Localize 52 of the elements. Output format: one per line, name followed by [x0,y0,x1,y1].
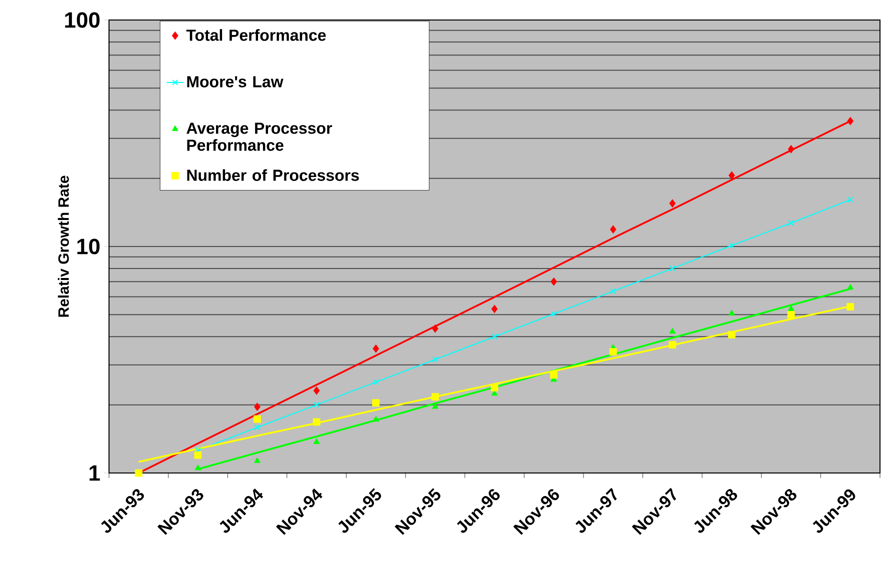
y-tick-label: 100 [65,12,100,28]
point [432,403,438,409]
point [728,330,736,338]
point [372,379,379,386]
point [432,356,438,362]
point [669,199,676,208]
y-tick-label: 10 [77,238,100,254]
point [431,393,439,400]
point [846,303,854,310]
point [194,451,202,459]
point [788,305,794,311]
point [432,324,438,333]
point [728,242,735,248]
point [728,171,735,180]
point [372,399,380,407]
point [728,310,735,316]
y-tick-label: 1 [90,465,100,481]
point [788,144,794,154]
point [490,384,498,392]
legend-label: Total Performance [186,29,326,41]
point [787,310,795,318]
point [847,116,854,126]
point [669,265,676,272]
point [312,418,320,426]
point [134,469,142,477]
legend-label: Moore's Law [187,76,284,88]
point [847,196,854,203]
point [669,328,676,334]
point [788,220,794,226]
point [194,464,202,470]
point [254,402,260,412]
point [313,438,320,444]
point [314,402,320,408]
point [313,386,320,395]
point [550,371,558,379]
y-axis-title: Relativ Growth Rate [58,176,69,317]
point [491,304,498,314]
legend-label: Average Processor Performance [186,122,332,151]
point [610,288,616,294]
point [610,225,616,234]
point [254,457,261,463]
point [668,341,676,349]
point [372,416,380,422]
point [847,284,854,290]
point [372,344,380,353]
point [254,415,261,423]
point [550,310,557,317]
point [492,334,498,340]
point [609,348,617,356]
point [550,277,558,286]
point [254,424,260,430]
legend-label: Number of Processors [187,169,359,181]
